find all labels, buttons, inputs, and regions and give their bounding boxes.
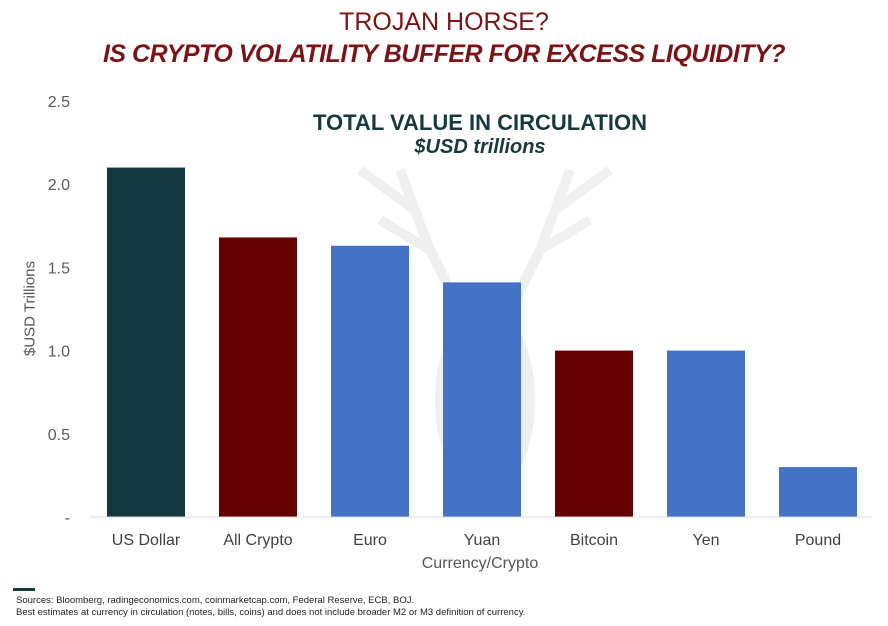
x-tick-label: All Crypto (223, 532, 292, 549)
y-tick-label: 1.0 (48, 344, 70, 361)
slide-title: TROJAN HORSE? (339, 8, 549, 36)
bar-yuan (443, 282, 521, 517)
y-tick-label: 2.0 (48, 177, 70, 194)
x-tick-label: Pound (795, 532, 841, 549)
x-tick-label: Yen (693, 532, 720, 549)
footer-note: Best estimates at currency in circulatio… (16, 607, 526, 618)
bar-pound (779, 467, 857, 517)
footer-accent-line (13, 588, 35, 591)
x-tick-label: Bitcoin (570, 532, 618, 549)
bar-bitcoin (555, 350, 633, 517)
chart-subtitle: $USD trillions (414, 136, 546, 158)
x-tick-label: Yuan (464, 532, 500, 549)
y-tick-label: 1.5 (48, 260, 70, 277)
bar-euro (331, 245, 409, 517)
slide-subtitle: IS CRYPTO VOLATILITY BUFFER FOR EXCESS L… (102, 40, 786, 68)
y-axis-label: $USD Trillions (21, 260, 39, 357)
x-tick-label: Euro (353, 532, 387, 549)
footer-sources: Sources: Bloomberg, radingeconomics.com,… (16, 595, 415, 606)
bar-yen (667, 350, 745, 517)
x-tick-label: US Dollar (112, 532, 181, 549)
bar-us-dollar (107, 167, 185, 517)
y-tick-label: 0.5 (48, 427, 70, 444)
bar-all-crypto (219, 237, 297, 517)
y-tick-label: - (65, 510, 70, 527)
y-tick-label: 2.5 (48, 94, 70, 111)
chart-title: TOTAL VALUE IN CIRCULATION (312, 110, 648, 135)
x-axis-label: Currency/Crypto (421, 555, 539, 572)
